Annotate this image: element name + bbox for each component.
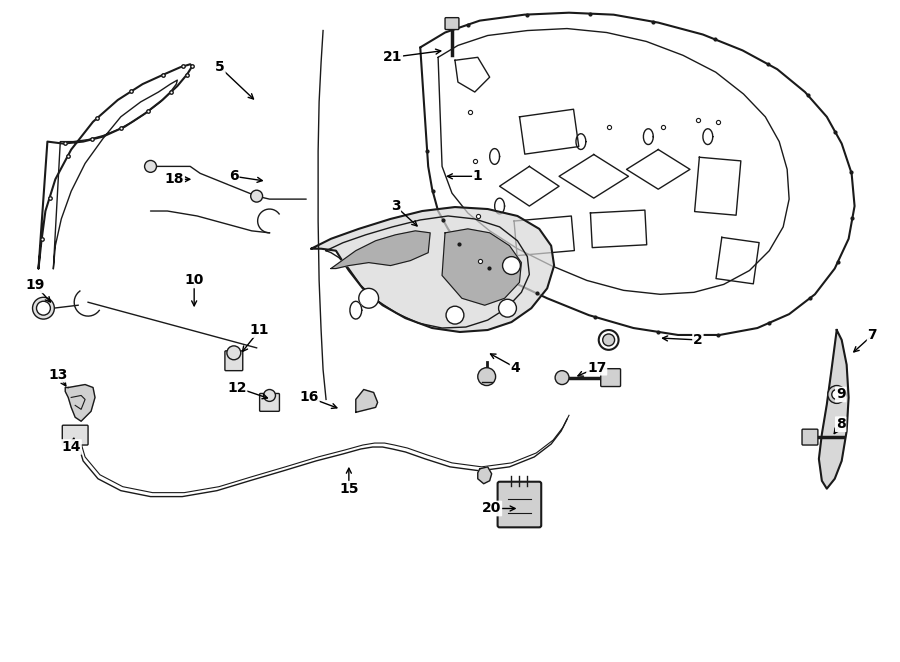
- Circle shape: [359, 289, 379, 308]
- FancyBboxPatch shape: [600, 369, 621, 387]
- Text: 15: 15: [339, 482, 358, 496]
- Text: 2: 2: [693, 333, 703, 347]
- FancyBboxPatch shape: [802, 429, 818, 445]
- Text: 14: 14: [61, 440, 81, 454]
- Text: 16: 16: [300, 391, 319, 404]
- Circle shape: [502, 257, 520, 275]
- Circle shape: [446, 307, 464, 324]
- Text: 1: 1: [472, 169, 482, 183]
- Circle shape: [227, 346, 241, 359]
- Text: 4: 4: [510, 361, 520, 375]
- Text: 19: 19: [26, 279, 45, 293]
- Text: 11: 11: [250, 323, 269, 337]
- Polygon shape: [442, 229, 521, 305]
- Polygon shape: [819, 330, 849, 489]
- Text: 20: 20: [482, 502, 501, 516]
- Polygon shape: [478, 467, 491, 484]
- Polygon shape: [66, 385, 95, 421]
- Text: 18: 18: [165, 172, 184, 186]
- Circle shape: [555, 371, 569, 385]
- FancyBboxPatch shape: [225, 351, 243, 371]
- Circle shape: [145, 160, 157, 172]
- Circle shape: [828, 385, 846, 403]
- Circle shape: [598, 330, 618, 350]
- Circle shape: [32, 297, 54, 319]
- Circle shape: [499, 299, 517, 317]
- Polygon shape: [331, 231, 430, 269]
- Text: 10: 10: [184, 273, 204, 287]
- Text: 17: 17: [587, 361, 607, 375]
- Circle shape: [264, 389, 275, 401]
- Circle shape: [478, 367, 496, 385]
- Polygon shape: [356, 389, 378, 412]
- Text: 13: 13: [49, 367, 68, 381]
- Text: 7: 7: [868, 328, 878, 342]
- Text: 9: 9: [836, 387, 845, 401]
- FancyBboxPatch shape: [498, 482, 541, 528]
- FancyBboxPatch shape: [259, 393, 279, 411]
- Text: 8: 8: [836, 417, 846, 431]
- Text: 3: 3: [391, 199, 401, 213]
- Polygon shape: [311, 207, 554, 332]
- Text: 5: 5: [215, 60, 225, 74]
- Circle shape: [37, 301, 50, 315]
- FancyBboxPatch shape: [445, 18, 459, 30]
- Circle shape: [251, 190, 263, 202]
- Circle shape: [603, 334, 615, 346]
- Text: 12: 12: [227, 381, 247, 395]
- Polygon shape: [350, 301, 362, 319]
- Text: 21: 21: [382, 50, 402, 64]
- Circle shape: [832, 389, 842, 399]
- Text: 6: 6: [229, 169, 238, 183]
- FancyBboxPatch shape: [62, 425, 88, 445]
